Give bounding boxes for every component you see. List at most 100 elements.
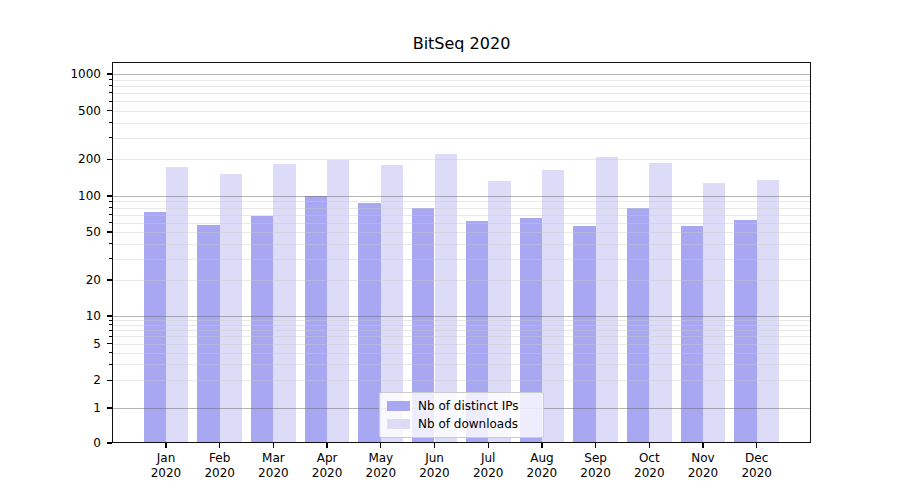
x-label-year: 2020 — [192, 466, 248, 481]
x-tick-sep — [595, 443, 596, 448]
y-minor-tick-600 — [109, 101, 113, 102]
x-tick-jul — [488, 443, 489, 448]
x-tick-label-dec: Dec2020 — [729, 451, 785, 481]
x-label-year: 2020 — [514, 466, 570, 481]
y-minor-tick-60 — [109, 222, 113, 223]
gridline-y-700 — [112, 93, 811, 94]
x-tick-label-jan: Jan2020 — [138, 451, 194, 481]
y-tick-20 — [107, 279, 113, 280]
gridline-y-600 — [112, 101, 811, 102]
y-minor-tick-80 — [109, 207, 113, 208]
gridline-y-60 — [112, 223, 811, 224]
y-tick-2 — [107, 380, 113, 381]
bar-downloads-oct — [649, 163, 671, 443]
legend-swatch-distinct-ips — [387, 401, 410, 411]
gridline-y-800 — [112, 86, 811, 87]
x-tick-label-nov: Nov2020 — [675, 451, 731, 481]
gridline-y-1000 — [112, 74, 811, 75]
x-tick-label-sep: Sep2020 — [568, 451, 624, 481]
x-label-month: Mar — [245, 451, 301, 466]
gridline-y-5 — [112, 344, 811, 345]
y-minor-tick-800 — [109, 85, 113, 86]
gridline-y-300 — [112, 138, 811, 139]
y-minor-tick-30 — [109, 258, 113, 259]
figure: BitSeq 2020 Nb of distinct IPs Nb of dow… — [0, 0, 900, 500]
x-label-month: Sep — [568, 451, 624, 466]
y-minor-tick-3 — [109, 364, 113, 365]
x-label-month: Jun — [407, 451, 463, 466]
y-minor-tick-7 — [109, 330, 113, 331]
x-label-month: May — [353, 451, 409, 466]
gridline-y-100 — [112, 196, 811, 197]
y-minor-tick-90 — [109, 201, 113, 202]
legend-item-distinct-ips: Nb of distinct IPs — [380, 399, 543, 413]
bar-ips-dec — [734, 220, 756, 443]
gridline-y-50 — [112, 232, 811, 233]
gridline-y-400 — [112, 123, 811, 124]
y-tick-label-200: 200 — [0, 150, 101, 168]
gridline-y-3 — [112, 364, 811, 365]
x-tick-label-jun: Jun2020 — [407, 451, 463, 481]
y-tick-label-5: 5 — [0, 335, 101, 353]
y-minor-tick-70 — [109, 214, 113, 215]
x-label-year: 2020 — [621, 466, 677, 481]
legend: Nb of distinct IPs Nb of downloads — [379, 392, 544, 438]
x-tick-jan — [165, 443, 166, 448]
x-label-year: 2020 — [675, 466, 731, 481]
gridline-y-70 — [112, 215, 811, 216]
x-tick-label-oct: Oct2020 — [621, 451, 677, 481]
x-label-year: 2020 — [729, 466, 785, 481]
x-label-month: Dec — [729, 451, 785, 466]
x-tick-mar — [273, 443, 274, 448]
y-minor-tick-40 — [109, 243, 113, 244]
y-tick-5 — [107, 343, 113, 344]
y-tick-label-0: 0 — [0, 434, 101, 452]
x-label-month: Jul — [460, 451, 516, 466]
legend-label-distinct-ips: Nb of distinct IPs — [418, 399, 519, 413]
x-label-year: 2020 — [568, 466, 624, 481]
y-tick-label-100: 100 — [0, 187, 101, 205]
gridline-y-90 — [112, 201, 811, 202]
legend-item-downloads: Nb of downloads — [380, 417, 543, 431]
x-tick-nov — [702, 443, 703, 448]
x-tick-label-aug: Aug2020 — [514, 451, 570, 481]
x-label-month: Oct — [621, 451, 677, 466]
x-tick-feb — [219, 443, 220, 448]
legend-label-downloads: Nb of downloads — [418, 417, 518, 431]
y-tick-1000 — [107, 73, 113, 74]
bar-downloads-apr — [327, 160, 349, 443]
x-label-year: 2020 — [299, 466, 355, 481]
x-label-year: 2020 — [460, 466, 516, 481]
y-minor-tick-8 — [109, 324, 113, 325]
y-tick-500 — [107, 110, 113, 111]
y-minor-tick-300 — [109, 137, 113, 138]
y-tick-label-50: 50 — [0, 223, 101, 241]
x-tick-dec — [756, 443, 757, 448]
gridline-y-80 — [112, 208, 811, 209]
y-tick-200 — [107, 159, 113, 160]
x-label-month: Nov — [675, 451, 731, 466]
x-label-month: Apr — [299, 451, 355, 466]
y-minor-tick-4 — [109, 352, 113, 353]
y-minor-tick-400 — [109, 122, 113, 123]
y-minor-tick-700 — [109, 92, 113, 93]
y-minor-tick-900 — [109, 79, 113, 80]
y-tick-10 — [107, 315, 113, 316]
x-tick-label-feb: Feb2020 — [192, 451, 248, 481]
gridline-y-10 — [112, 316, 811, 317]
gridline-y-2 — [112, 380, 811, 381]
x-label-month: Feb — [192, 451, 248, 466]
x-label-month: Aug — [514, 451, 570, 466]
x-tick-aug — [541, 443, 542, 448]
y-minor-tick-6 — [109, 336, 113, 337]
gridline-y-8 — [112, 325, 811, 326]
plot-area — [112, 62, 811, 443]
y-tick-0 — [107, 442, 113, 443]
y-tick-label-2: 2 — [0, 371, 101, 389]
y-tick-label-10: 10 — [0, 307, 101, 325]
x-label-year: 2020 — [138, 466, 194, 481]
gridline-y-200 — [112, 159, 811, 160]
y-tick-50 — [107, 231, 113, 232]
gridline-y-9 — [112, 320, 811, 321]
x-tick-apr — [326, 443, 327, 448]
